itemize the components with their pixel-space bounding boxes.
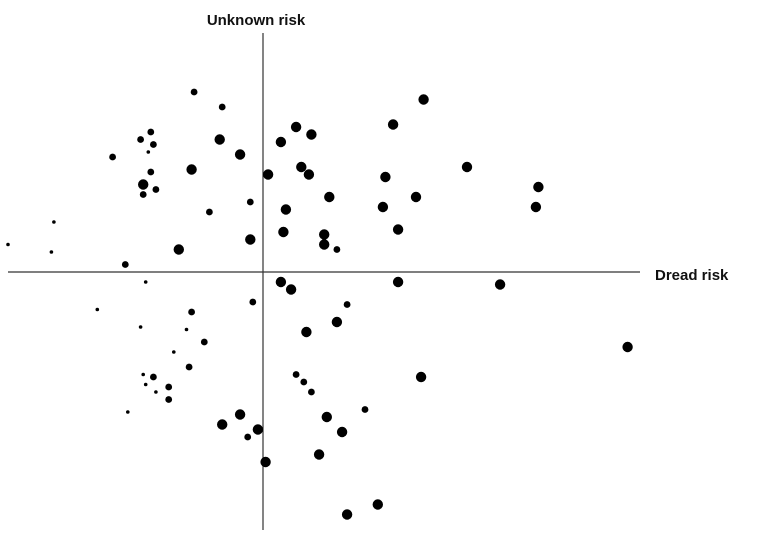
data-point: [150, 373, 157, 381]
data-point: [336, 426, 348, 438]
data-point: [150, 141, 157, 148]
data-point: [146, 150, 151, 154]
data-point: [372, 499, 383, 510]
data-point: [331, 316, 343, 328]
data-point: [380, 171, 391, 183]
data-point: [292, 371, 300, 378]
data-point: [377, 201, 389, 213]
data-point: [126, 410, 130, 414]
data-point: [252, 424, 264, 435]
data-point: [306, 129, 317, 140]
data-point: [275, 136, 287, 148]
data-point: [319, 229, 330, 240]
data-point: [49, 250, 54, 254]
data-point: [262, 169, 274, 180]
data-point: [300, 378, 308, 386]
data-point: [185, 363, 193, 371]
data-point: [392, 276, 404, 288]
data-point: [303, 169, 315, 180]
data-point: [324, 191, 335, 203]
data-point: [6, 242, 10, 247]
data-point: [109, 153, 116, 161]
data-point: [137, 136, 145, 143]
data-point: [361, 406, 369, 413]
data-point: [143, 382, 148, 387]
data-points: [6, 88, 633, 520]
data-point: [308, 388, 315, 396]
data-point: [319, 239, 330, 250]
data-point: [410, 191, 422, 203]
data-point: [214, 134, 225, 145]
data-point: [530, 201, 542, 213]
data-point: [341, 509, 353, 520]
data-point: [333, 246, 341, 253]
data-point: [285, 284, 297, 295]
data-point: [392, 224, 404, 235]
data-point: [234, 409, 246, 420]
data-point: [206, 208, 213, 216]
data-point: [296, 161, 307, 173]
data-point: [494, 279, 506, 290]
data-point: [260, 456, 271, 468]
data-point: [249, 298, 257, 306]
data-point: [301, 326, 312, 338]
data-point: [244, 433, 252, 441]
data-point: [418, 94, 429, 105]
data-point: [343, 301, 351, 308]
data-point: [172, 350, 176, 354]
data-point: [143, 280, 148, 284]
data-point: [173, 244, 184, 255]
data-point: [165, 396, 173, 403]
data-point: [245, 234, 256, 245]
data-point: [278, 226, 289, 238]
data-point: [280, 204, 292, 215]
data-point: [188, 308, 196, 316]
data-point: [415, 371, 427, 383]
x-axis-label: Dread risk: [655, 267, 729, 284]
data-point: [138, 179, 149, 190]
data-point: [165, 383, 173, 391]
data-point: [218, 103, 226, 111]
data-point: [52, 220, 56, 224]
data-point: [321, 411, 332, 423]
data-point: [147, 128, 155, 136]
data-point: [217, 419, 228, 430]
data-point: [461, 161, 473, 173]
data-point: [138, 325, 143, 329]
data-point: [184, 327, 189, 332]
data-point: [186, 164, 197, 175]
data-point: [290, 121, 302, 133]
data-point: [275, 276, 287, 288]
data-point: [154, 390, 158, 394]
data-point: [147, 168, 155, 176]
data-point: [95, 307, 100, 312]
data-point: [234, 149, 246, 160]
data-point: [139, 191, 147, 198]
data-point: [246, 198, 254, 206]
data-point: [533, 181, 544, 193]
data-point: [622, 341, 633, 353]
data-point: [141, 372, 145, 377]
data-point: [121, 261, 129, 268]
y-axis-label: Unknown risk: [207, 12, 306, 29]
data-point: [200, 338, 208, 346]
data-point: [152, 186, 160, 193]
data-point: [387, 119, 399, 130]
data-point: [313, 449, 325, 460]
data-point: [190, 88, 198, 96]
